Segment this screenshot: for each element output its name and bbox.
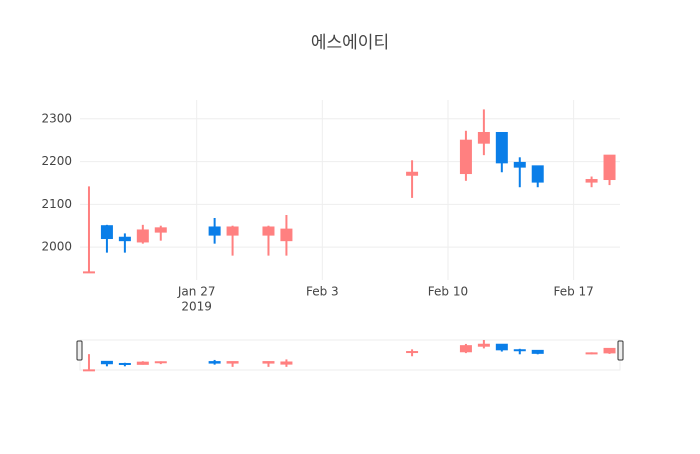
y-tick-label: 2300 <box>41 111 72 125</box>
y-tick-label: 2000 <box>41 240 72 254</box>
slider-candle-body <box>406 351 419 354</box>
candle-body <box>495 131 508 164</box>
candle-body <box>262 226 275 236</box>
candle-body <box>531 165 544 183</box>
slider-handle-right[interactable] <box>617 340 624 361</box>
candle-body <box>208 226 221 236</box>
candle-body <box>154 227 167 233</box>
slider-handle-left[interactable] <box>76 340 83 361</box>
x-tick-sublabel: 2019 <box>181 300 212 314</box>
candle-body <box>226 226 239 236</box>
slider-candle-body <box>477 343 490 347</box>
slider-candle-body <box>603 347 616 354</box>
slider-candle-body <box>154 361 167 364</box>
slider-candle-body <box>585 352 598 355</box>
slider-candle-body <box>280 361 293 365</box>
candle-body <box>585 179 598 183</box>
slider-candle-body <box>459 345 472 353</box>
x-tick-label: Feb 3 <box>306 285 339 299</box>
slider-candle-body <box>262 361 275 364</box>
candle-body <box>100 225 113 240</box>
x-tick-label: Feb 10 <box>428 285 468 299</box>
y-tick-label: 2100 <box>41 197 72 211</box>
x-tick-label: Feb 17 <box>553 285 593 299</box>
slider-candle-body <box>531 349 544 354</box>
y-tick-label: 2200 <box>41 154 72 168</box>
slider-candle-body <box>82 369 95 372</box>
slider-candle-body <box>495 343 508 351</box>
x-tick-label: Jan 27 <box>177 285 216 299</box>
candle-body <box>459 139 472 175</box>
candle-body <box>280 228 293 242</box>
range-slider[interactable] <box>79 339 621 371</box>
slider-candle-body <box>118 362 131 365</box>
slider-candle-body <box>100 360 113 365</box>
slider-candle-body <box>513 349 526 352</box>
candle-body <box>136 229 149 243</box>
candle-body <box>513 161 526 168</box>
candle-body <box>406 171 419 176</box>
slider-candle-body <box>208 361 221 364</box>
slider-candle-body <box>226 361 239 364</box>
candle-body <box>82 271 95 274</box>
candle-body <box>118 236 131 242</box>
candle-body <box>477 131 490 144</box>
slider-candle-body <box>136 361 149 365</box>
candle-body <box>603 154 616 181</box>
chart-title: 에스에이티 <box>311 33 389 53</box>
